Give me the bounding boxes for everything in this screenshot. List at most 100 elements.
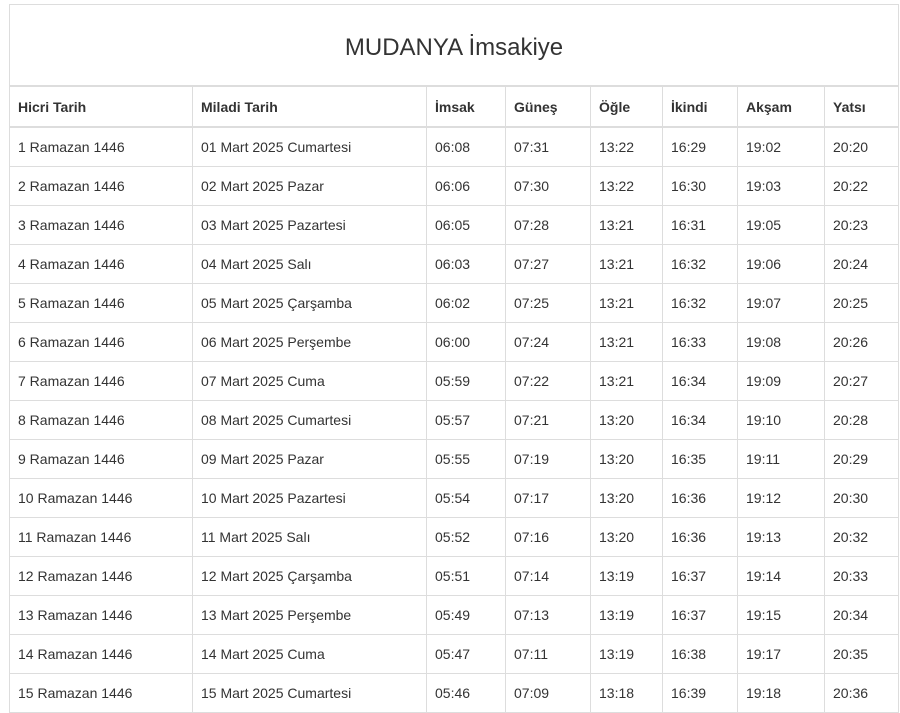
- cell-ikindi: 16:31: [662, 205, 738, 245]
- cell-yatsi: 20:26: [823, 322, 900, 362]
- table-row: 12 Ramazan 1446 12 Mart 2025 Çarşamba 05:5…: [9, 556, 900, 596]
- cell-gunes: 07:30: [505, 166, 591, 206]
- table-row: 5 Ramazan 1446 05 Mart 2025 Çarşamba 06:02…: [9, 283, 900, 323]
- cell-aksam: 19:06: [737, 244, 825, 284]
- table-row: 7 Ramazan 1446 07 Mart 2025 Cuma 05:59 07:2…: [9, 361, 900, 401]
- cell-hicri-tarih: 6 Ramazan 1446: [9, 322, 193, 362]
- imsakiye-table: MUDANYA İmsakiye Hicri Tarih Miladi Tarih…: [8, 4, 900, 713]
- table-row: 8 Ramazan 1446 08 Mart 2025 Cumartesi 05:5…: [9, 400, 900, 440]
- cell-miladi-tarih: 12 Mart 2025 Çarşamba: [192, 556, 427, 596]
- column-header-ikindi: İkindi: [662, 85, 738, 128]
- cell-ogle: 13:21: [590, 244, 663, 284]
- cell-imsak: 05:57: [426, 400, 506, 440]
- cell-aksam: 19:18: [737, 673, 825, 713]
- cell-ikindi: 16:37: [662, 595, 738, 635]
- cell-miladi-tarih: 07 Mart 2025 Cuma: [192, 361, 427, 401]
- cell-imsak: 06:08: [426, 126, 506, 167]
- cell-gunes: 07:28: [505, 205, 591, 245]
- cell-hicri-tarih: 10 Ramazan 1446: [9, 478, 193, 518]
- cell-hicri-tarih: 11 Ramazan 1446: [9, 517, 193, 557]
- cell-yatsi: 20:33: [823, 556, 900, 596]
- cell-hicri-tarih: 13 Ramazan 1446: [9, 595, 193, 635]
- cell-gunes: 07:13: [505, 595, 591, 635]
- cell-hicri-tarih: 7 Ramazan 1446: [9, 361, 193, 401]
- cell-ogle: 13:21: [590, 283, 663, 323]
- cell-yatsi: 20:27: [823, 361, 900, 401]
- cell-gunes: 07:25: [505, 283, 591, 323]
- cell-hicri-tarih: 5 Ramazan 1446: [9, 283, 193, 323]
- table-row: 15 Ramazan 1446 15 Mart 2025 Cumartesi 05:…: [9, 673, 900, 713]
- cell-hicri-tarih: 1 Ramazan 1446: [9, 126, 193, 167]
- cell-gunes: 07:17: [505, 478, 591, 518]
- cell-ogle: 13:22: [590, 166, 663, 206]
- cell-yatsi: 20:28: [823, 400, 900, 440]
- cell-hicri-tarih: 14 Ramazan 1446: [9, 634, 193, 674]
- column-header-gunes: Güneş: [505, 85, 591, 128]
- cell-miladi-tarih: 04 Mart 2025 Salı: [192, 244, 427, 284]
- cell-aksam: 19:07: [737, 283, 825, 323]
- cell-miladi-tarih: 06 Mart 2025 Perşembe: [192, 322, 427, 362]
- cell-yatsi: 20:24: [823, 244, 900, 284]
- cell-hicri-tarih: 9 Ramazan 1446: [9, 439, 193, 479]
- cell-hicri-tarih: 2 Ramazan 1446: [9, 166, 193, 206]
- cell-imsak: 05:54: [426, 478, 506, 518]
- cell-imsak: 06:00: [426, 322, 506, 362]
- cell-aksam: 19:09: [737, 361, 825, 401]
- imsakiye-container: MUDANYA İmsakiye Hicri Tarih Miladi Tarih…: [8, 4, 900, 713]
- cell-yatsi: 20:25: [823, 283, 900, 323]
- table-header-row: Hicri Tarih Miladi Tarih İmsak Güneş Öğle İki…: [9, 85, 900, 128]
- cell-miladi-tarih: 02 Mart 2025 Pazar: [192, 166, 427, 206]
- cell-gunes: 07:27: [505, 244, 591, 284]
- cell-imsak: 05:49: [426, 595, 506, 635]
- cell-ogle: 13:20: [590, 517, 663, 557]
- cell-yatsi: 20:36: [823, 673, 900, 713]
- cell-gunes: 07:09: [505, 673, 591, 713]
- cell-gunes: 07:24: [505, 322, 591, 362]
- cell-miladi-tarih: 10 Mart 2025 Pazartesi: [192, 478, 427, 518]
- cell-imsak: 05:55: [426, 439, 506, 479]
- cell-miladi-tarih: 01 Mart 2025 Cumartesi: [192, 126, 427, 167]
- cell-hicri-tarih: 3 Ramazan 1446: [9, 205, 193, 245]
- cell-imsak: 05:52: [426, 517, 506, 557]
- table-row: 4 Ramazan 1446 04 Mart 2025 Salı 06:03 07:2…: [9, 244, 900, 284]
- cell-ikindi: 16:32: [662, 283, 738, 323]
- cell-gunes: 07:22: [505, 361, 591, 401]
- cell-gunes: 07:14: [505, 556, 591, 596]
- cell-ikindi: 16:34: [662, 400, 738, 440]
- column-header-yatsi: Yatsı: [823, 85, 900, 128]
- cell-ogle: 13:20: [590, 439, 663, 479]
- cell-hicri-tarih: 8 Ramazan 1446: [9, 400, 193, 440]
- table-row: 3 Ramazan 1446 03 Mart 2025 Pazartesi 06:0…: [9, 205, 900, 245]
- cell-ikindi: 16:29: [662, 126, 738, 167]
- cell-hicri-tarih: 12 Ramazan 1446: [9, 556, 193, 596]
- cell-imsak: 06:02: [426, 283, 506, 323]
- table-row: 2 Ramazan 1446 02 Mart 2025 Pazar 06:06 07:…: [9, 166, 900, 206]
- cell-ogle: 13:20: [590, 400, 663, 440]
- cell-ikindi: 16:30: [662, 166, 738, 206]
- cell-yatsi: 20:29: [823, 439, 900, 479]
- cell-imsak: 06:06: [426, 166, 506, 206]
- cell-ikindi: 16:36: [662, 478, 738, 518]
- cell-aksam: 19:03: [737, 166, 825, 206]
- column-header-aksam: Akşam: [737, 85, 825, 128]
- cell-gunes: 07:11: [505, 634, 591, 674]
- cell-miladi-tarih: 11 Mart 2025 Salı: [192, 517, 427, 557]
- cell-aksam: 19:10: [737, 400, 825, 440]
- cell-yatsi: 20:23: [823, 205, 900, 245]
- column-header-miladi-tarih: Miladi Tarih: [192, 85, 427, 128]
- cell-miladi-tarih: 08 Mart 2025 Cumartesi: [192, 400, 427, 440]
- cell-gunes: 07:21: [505, 400, 591, 440]
- cell-ogle: 13:21: [590, 361, 663, 401]
- cell-miladi-tarih: 15 Mart 2025 Cumartesi: [192, 673, 427, 713]
- cell-ogle: 13:22: [590, 126, 663, 167]
- cell-aksam: 19:08: [737, 322, 825, 362]
- cell-ikindi: 16:36: [662, 517, 738, 557]
- cell-yatsi: 20:34: [823, 595, 900, 635]
- column-header-hicri-tarih: Hicri Tarih: [9, 85, 193, 128]
- table-row: 10 Ramazan 1446 10 Mart 2025 Pazartesi 05:…: [9, 478, 900, 518]
- cell-miladi-tarih: 14 Mart 2025 Cuma: [192, 634, 427, 674]
- cell-miladi-tarih: 03 Mart 2025 Pazartesi: [192, 205, 427, 245]
- cell-gunes: 07:19: [505, 439, 591, 479]
- cell-hicri-tarih: 4 Ramazan 1446: [9, 244, 193, 284]
- cell-aksam: 19:12: [737, 478, 825, 518]
